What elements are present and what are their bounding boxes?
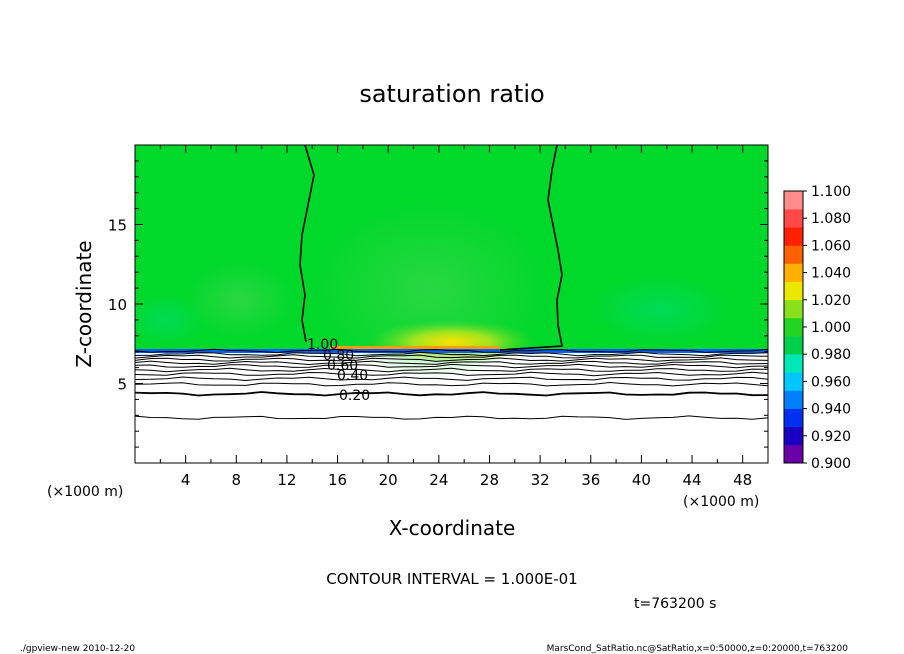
- dry-contour-line: [135, 348, 768, 354]
- x-tick-label: 20: [379, 471, 398, 489]
- x-tick-label: 40: [632, 471, 651, 489]
- time-stamp: t=763200 s: [634, 596, 716, 612]
- colorbar-swatch: [784, 426, 803, 446]
- dry-contour-line: [135, 357, 768, 362]
- contour-label-0.80: 0.80: [323, 348, 354, 364]
- dry-contour-line: [135, 363, 768, 369]
- colorbar-swatch: [784, 227, 803, 246]
- x-tick-label: 48: [733, 471, 752, 489]
- colorbar-label: 1.100: [811, 184, 851, 200]
- colorbar-swatch: [784, 444, 803, 464]
- core-edge: [330, 346, 500, 349]
- y-tick-label: 15: [108, 217, 127, 235]
- dry-contour-line: [135, 354, 768, 359]
- colorbar-label: 1.000: [811, 320, 851, 336]
- colorbar-label: 0.980: [811, 347, 851, 363]
- contour-label-0.60: 0.60: [327, 358, 358, 374]
- y-axis-ticks: 5 10 15: [108, 160, 768, 448]
- x-tick-label: 28: [480, 471, 499, 489]
- plot-area: [135, 145, 768, 463]
- dry-contour-line: [135, 415, 768, 420]
- colorbar-swatch: [784, 263, 803, 282]
- dry-contour-line: [135, 367, 768, 373]
- colorbar-swatch: [784, 299, 803, 319]
- left-boundary-contour: [299, 145, 315, 343]
- moist-plume-right: [590, 275, 730, 345]
- contour-label-0.20: 0.20: [339, 388, 370, 404]
- colorbar: 0.900 0.920 0.940 0.960 0.980 1.000 1.020 1.040…: [783, 184, 851, 472]
- colorbar-swatch: [784, 281, 803, 301]
- script-note: ./gpview-new 2010-12-20: [20, 644, 135, 654]
- contour-label-1.00: 1.00: [307, 337, 338, 353]
- colorbar-label: 1.060: [811, 238, 851, 254]
- colorbar-label: 0.960: [811, 374, 851, 390]
- dry-contour-line: [135, 391, 768, 397]
- chart-title: saturation ratio: [359, 80, 544, 108]
- colorbar-swatch: [784, 390, 803, 409]
- colorbar-label: 0.940: [811, 402, 851, 418]
- dry-contour-line: [135, 381, 768, 387]
- colorbar-swatch: [784, 245, 803, 264]
- x-tick-label: 36: [581, 471, 600, 489]
- x-tick-label: 12: [277, 471, 296, 489]
- colorbar-label: 1.020: [811, 293, 851, 309]
- colorbar-swatch: [784, 317, 803, 337]
- colorbar-swatch: [784, 209, 803, 228]
- moist-plume-left: [185, 260, 295, 340]
- y-tick-label: 10: [108, 296, 127, 314]
- colorbar-label: 0.920: [811, 429, 851, 445]
- x-tick-label: 44: [682, 471, 701, 489]
- colorbar-label: 1.080: [811, 211, 851, 227]
- x-tick-label: 24: [429, 471, 448, 489]
- colorbar-swatch: [784, 354, 803, 373]
- x-axis-ticks: 4 8 12 16 20 24 28 32 36 40 44 48: [159, 145, 752, 489]
- colorbar-swatch: [784, 408, 803, 428]
- dry-contour-line: [135, 371, 768, 377]
- y-axis-title: Z-coordinate: [72, 240, 96, 367]
- x-tick-label: 4: [181, 471, 191, 489]
- colorbar-label: 0.900: [811, 456, 851, 472]
- colorbar-label: 1.040: [811, 266, 851, 282]
- x-tick-label: 8: [232, 471, 242, 489]
- x-tick-label: 16: [328, 471, 347, 489]
- colorbar-swatch: [784, 191, 803, 210]
- moist-plume-far-left: [135, 294, 205, 346]
- dry-layer-contours: [135, 348, 768, 420]
- x-tick-label: 32: [531, 471, 550, 489]
- right-boundary-contour: [499, 145, 563, 351]
- dry-contour-line: [135, 360, 768, 366]
- dry-contour-line: [135, 351, 768, 357]
- z-unit-label: (×1000 m): [47, 484, 123, 500]
- data-source-note: MarsCond_SatRatio.nc@SatRatio,x=0:50000,…: [547, 644, 849, 654]
- colorbar-swatch: [784, 372, 803, 391]
- y-tick-label: 5: [117, 376, 127, 394]
- dry-contour-line: [135, 376, 768, 382]
- x-axis-title: X-coordinate: [389, 516, 516, 540]
- contour-label-0.40: 0.40: [337, 368, 368, 384]
- colorbar-swatch: [784, 336, 803, 355]
- contour-interval-note: CONTOUR INTERVAL = 1.000E-01: [326, 570, 577, 588]
- x-unit-label: (×1000 m): [683, 494, 759, 510]
